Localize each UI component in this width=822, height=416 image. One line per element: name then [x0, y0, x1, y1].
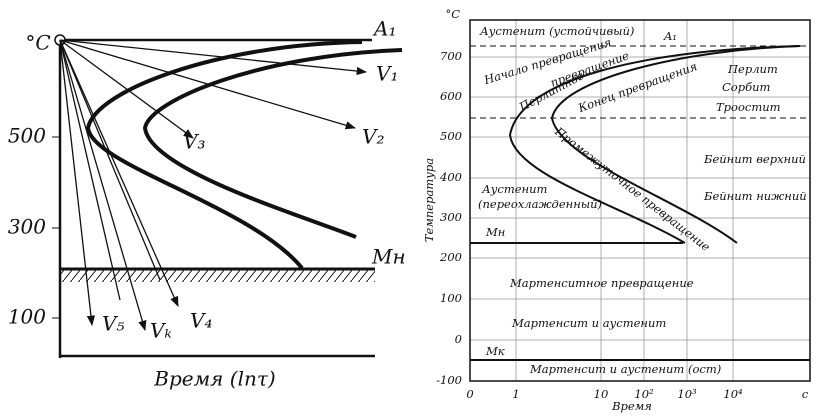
left-panel: °C 500 300 100 A₁ V₁ V₂ V₃ V₄ Vₖ V₅ Mн В… [8, 17, 406, 391]
frame [469, 19, 811, 382]
y-tick-label: 600 [440, 89, 462, 103]
y-tick-label: 0 [455, 332, 462, 346]
end-curve [550, 45, 801, 244]
region-label: Мартенсит и аустенит (ост) [529, 362, 721, 376]
cooling-rays [59, 39, 368, 331]
x-tick-label: 10 [594, 387, 609, 401]
region-label: Мартенситное превращение [509, 276, 694, 290]
curve-label: V₃ [183, 130, 205, 154]
x-tick-label: 0 [466, 387, 473, 401]
x-tick-label: 10⁴ [723, 387, 743, 401]
region-label: A₁ [663, 29, 677, 43]
y-tick-label: 200 [439, 250, 462, 264]
region-label: Бейнит верхний [703, 152, 806, 166]
right-panel: °C 700 600 500 400 300 200 100 0 -100 0 … [422, 7, 811, 413]
x-label: Время (lnτ) [153, 367, 275, 391]
y-label: Температура [422, 158, 436, 242]
y-tick-label: 500 [440, 129, 462, 143]
y-tick-label: 300 [8, 215, 46, 239]
curve-label: Mн [371, 245, 406, 269]
region-label: Троостит [716, 100, 781, 114]
x-tick-label: 10² [634, 387, 654, 401]
curve-label: V₁ [376, 62, 398, 86]
region-label: Мартенсит и аустенит [511, 316, 666, 330]
region-label: Сорбит [722, 80, 771, 94]
y-tick-label: 100 [440, 291, 462, 305]
y-tick-label: 100 [8, 305, 46, 329]
y-unit: °C [25, 31, 50, 55]
curve-label: V₂ [362, 125, 384, 149]
y-tick-label: -100 [436, 373, 462, 387]
x-tick-label: c [802, 387, 809, 401]
curve-label: A₁ [372, 17, 396, 41]
region-label: Mк [485, 344, 505, 358]
start-curve [85, 40, 363, 270]
start-curve [508, 45, 801, 244]
grid [470, 20, 810, 381]
region-label: Аустенит (устойчивый) [479, 24, 634, 38]
y-tick-label: 500 [8, 124, 46, 148]
curve-label: V₄ [190, 309, 212, 333]
x-tick-label: 10³ [677, 387, 697, 401]
curve-label: V₅ [102, 312, 124, 336]
region-label: (переохлажденный) [478, 197, 602, 211]
end-curve [142, 48, 403, 239]
region-label: Mн [485, 225, 505, 239]
region-label: Бейнит нижний [703, 189, 807, 203]
region-label: Аустенит [481, 182, 548, 196]
y-unit: °C [445, 7, 460, 21]
hatch [60, 270, 375, 282]
region-label: Перлит [727, 62, 778, 76]
x-tick-label: 1 [512, 387, 519, 401]
y-tick-label: 300 [440, 210, 462, 224]
y-tick-label: 700 [440, 49, 462, 63]
curve-label: Vₖ [150, 319, 172, 343]
y-tick-label: 400 [439, 170, 462, 184]
x-label: Время [611, 399, 652, 413]
